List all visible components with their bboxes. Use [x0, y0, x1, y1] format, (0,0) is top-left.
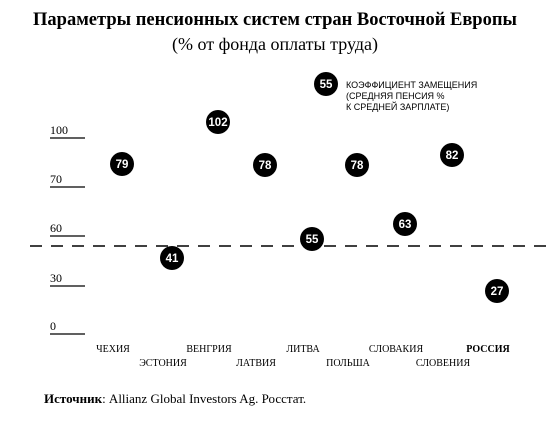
- category-label: ПОЛЬША: [326, 358, 371, 369]
- chart-subtitle: (% от фонда оплаты труда): [171, 34, 378, 54]
- legend-text: КОЭФФИЦИЕНТ ЗАМЕЩЕНИЯ (СРЕДНЯЯ ПЕНСИЯ % …: [346, 80, 478, 112]
- category-label: СЛОВАКИЯ: [369, 344, 424, 355]
- data-label: 78: [259, 160, 272, 172]
- data-label: 63: [399, 219, 412, 231]
- data-point: [485, 279, 509, 303]
- data-label: 102: [208, 117, 227, 129]
- data-point: [253, 153, 277, 177]
- data-point: [345, 153, 369, 177]
- data-label: 27: [491, 286, 504, 298]
- data-point: [300, 227, 324, 251]
- category-label: ЛАТВИЯ: [236, 358, 276, 369]
- data-label: 55: [306, 234, 319, 246]
- chart-title: Параметры пенсионных систем стран Восточ…: [33, 10, 517, 30]
- source-text: : Allianz Global Investors Ag. Росстат.: [102, 391, 307, 406]
- legend-marker: [314, 72, 338, 96]
- y-tick-label: 30: [50, 271, 62, 285]
- category-label: ЧЕХИЯ: [96, 344, 130, 355]
- data-point: [160, 246, 184, 270]
- category-label: ЭСТОНИЯ: [139, 358, 187, 369]
- y-tick-label: 60: [50, 221, 62, 235]
- data-point: [206, 110, 230, 134]
- source-label: Источник: [44, 391, 103, 406]
- category-label: ВЕНГРИЯ: [186, 344, 232, 355]
- y-tick-label: 100: [50, 123, 68, 137]
- source-note: Источник: Allianz Global Investors Ag. Р…: [44, 391, 306, 407]
- data-label: 78: [351, 160, 364, 172]
- data-label: 79: [116, 159, 129, 171]
- category-label: СЛОВЕНИЯ: [416, 358, 471, 369]
- category-label: РОССИЯ: [466, 344, 510, 355]
- data-point: [110, 152, 134, 176]
- category-label: ЛИТВА: [286, 344, 320, 355]
- data-point: [440, 143, 464, 167]
- data-label: 82: [446, 150, 459, 162]
- data-label: 41: [166, 253, 179, 265]
- legend-marker-value: 55: [320, 79, 333, 91]
- y-tick-label: 70: [50, 172, 62, 186]
- data-point: [393, 212, 417, 236]
- y-tick-label: 0: [50, 319, 56, 333]
